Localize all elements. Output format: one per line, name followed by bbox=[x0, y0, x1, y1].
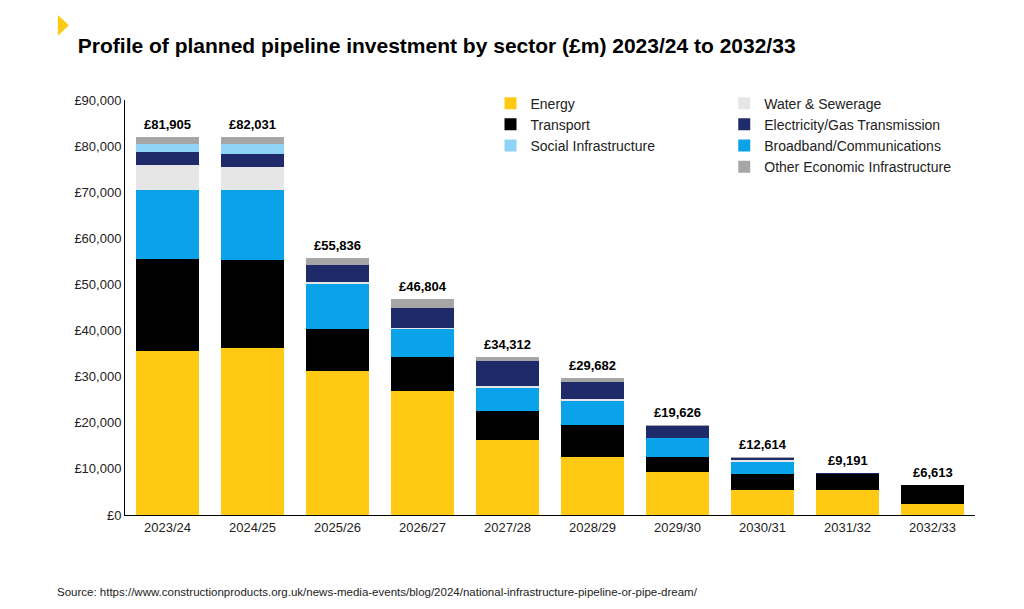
svg-text:£29,682: £29,682 bbox=[569, 358, 616, 373]
svg-text:2031/32: 2031/32 bbox=[824, 520, 871, 535]
svg-text:2024/25: 2024/25 bbox=[229, 520, 276, 535]
svg-text:Electricity/Gas Transmission: Electricity/Gas Transmission bbox=[764, 117, 940, 133]
svg-text:£90,000: £90,000 bbox=[74, 93, 121, 108]
svg-text:2032/33: 2032/33 bbox=[909, 520, 956, 535]
svg-text:Source: https://www.constructi: Source: https://www.constructionproducts… bbox=[57, 586, 698, 598]
svg-text:£81,905: £81,905 bbox=[144, 117, 191, 132]
svg-text:£46,804: £46,804 bbox=[399, 279, 447, 294]
svg-text:2030/31: 2030/31 bbox=[739, 520, 786, 535]
svg-text:2023/24: 2023/24 bbox=[144, 520, 191, 535]
svg-text:Transport: Transport bbox=[531, 117, 591, 133]
svg-text:£55,836: £55,836 bbox=[314, 238, 361, 253]
svg-text:£9,191: £9,191 bbox=[828, 453, 868, 468]
svg-text:Broadband/Communications: Broadband/Communications bbox=[764, 138, 941, 154]
svg-text:Social Infrastructure: Social Infrastructure bbox=[531, 138, 656, 154]
svg-text:Energy: Energy bbox=[531, 96, 575, 112]
svg-text:£80,000: £80,000 bbox=[74, 139, 121, 154]
svg-text:£0: £0 bbox=[107, 508, 121, 523]
svg-text:£19,626: £19,626 bbox=[654, 405, 701, 420]
svg-text:2026/27: 2026/27 bbox=[399, 520, 446, 535]
svg-text:£30,000: £30,000 bbox=[74, 369, 121, 384]
svg-text:Water & Sewerage: Water & Sewerage bbox=[764, 96, 881, 112]
svg-text:Profile of planned pipeline in: Profile of planned pipeline investment b… bbox=[78, 34, 796, 57]
svg-text:2025/26: 2025/26 bbox=[314, 520, 361, 535]
svg-text:£50,000: £50,000 bbox=[74, 277, 121, 292]
svg-text:£34,312: £34,312 bbox=[484, 337, 531, 352]
svg-text:2029/30: 2029/30 bbox=[654, 520, 701, 535]
svg-text:£70,000: £70,000 bbox=[74, 185, 121, 200]
svg-text:2027/28: 2027/28 bbox=[484, 520, 531, 535]
svg-text:2028/29: 2028/29 bbox=[569, 520, 616, 535]
svg-text:£40,000: £40,000 bbox=[74, 323, 121, 338]
svg-text:£6,613: £6,613 bbox=[913, 465, 953, 480]
svg-text:Other Economic Infrastructure: Other Economic Infrastructure bbox=[764, 159, 951, 175]
svg-text:£60,000: £60,000 bbox=[74, 231, 121, 246]
svg-text:£82,031: £82,031 bbox=[229, 117, 276, 132]
svg-text:£10,000: £10,000 bbox=[74, 461, 121, 476]
svg-text:£12,614: £12,614 bbox=[739, 437, 787, 452]
svg-text:£20,000: £20,000 bbox=[74, 415, 121, 430]
